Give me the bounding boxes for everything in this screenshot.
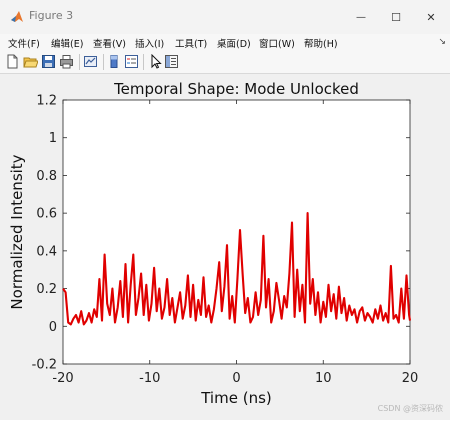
y-tick-label: -0.2 [32,358,57,373]
menu-overflow-icon[interactable]: ↘ [438,37,446,47]
new-figure-icon[interactable] [5,54,20,69]
y-tick-label: 0.4 [36,244,57,259]
x-axis-label: Time (ns) [200,389,272,407]
menu-bar: 文件(F) 编辑(E) 查看(V) 插入(I) 工具(T) 桌面(D) 窗口(W… [0,34,450,51]
close-icon: ✕ [426,10,436,24]
y-tick-label: 0 [49,320,57,335]
y-tick-label: 0.2 [36,282,57,297]
minimize-icon: — [356,11,366,23]
insert-colorbar-icon[interactable] [107,54,122,69]
x-tick-label: 10 [315,371,332,386]
x-tick-label: -20 [52,371,73,386]
y-tick-label: 0.6 [36,207,57,222]
maximize-button[interactable]: ☐ [373,0,419,34]
menu-edit[interactable]: 编辑(E) [51,39,84,50]
toolbar-separator [79,54,80,70]
insert-legend-icon[interactable] [124,54,139,69]
x-axis-ticks: -20 -10 0 10 20 [52,100,418,386]
axes-area[interactable] [62,99,411,365]
print-icon[interactable] [59,54,74,69]
figure-canvas: Temporal Shape: Mode Unlocked Time (ns) … [0,74,450,420]
x-tick-label: 0 [232,371,240,386]
toolbar [0,51,450,74]
y-tick-label: 0.8 [36,169,57,184]
chart-title: Temporal Shape: Mode Unlocked [113,80,359,98]
title-bar[interactable]: Figure 3 — ☐ ✕ [0,0,450,34]
y-axis-ticks: -0.2 0 0.2 0.4 0.6 0.8 1 1.2 [32,94,410,373]
edit-plot-icon[interactable] [148,54,163,69]
y-axis-label: Normalized Intensity [8,154,26,309]
y-tick-label: 1 [49,131,57,146]
x-tick-label: 20 [402,371,419,386]
menu-desktop[interactable]: 桌面(D) [217,39,251,50]
toolbar-separator [143,54,144,70]
window-title: Figure 3 [29,9,74,22]
minimize-button[interactable]: — [338,0,384,34]
menu-help[interactable]: 帮助(H) [304,39,338,50]
y-tick-label: 1.2 [36,94,57,109]
toolbar-separator [103,54,104,70]
line-chart: Temporal Shape: Mode Unlocked Time (ns) … [8,80,418,407]
x-tick-label: -10 [139,371,160,386]
open-file-icon[interactable] [23,54,38,69]
maximize-icon: ☐ [391,10,401,24]
link-plot-icon[interactable] [83,54,98,69]
series-line [62,212,412,326]
matlab-logo-icon [11,11,23,22]
menu-tools[interactable]: 工具(T) [175,39,208,50]
close-button[interactable]: ✕ [408,0,450,34]
watermark-text: CSDN @资深码侬 [377,404,443,413]
menu-view[interactable]: 查看(V) [93,39,126,50]
menu-insert[interactable]: 插入(I) [135,39,165,50]
menu-file[interactable]: 文件(F) [8,39,40,50]
property-inspector-icon[interactable] [164,54,179,69]
save-icon[interactable] [41,54,56,69]
menu-window[interactable]: 窗口(W) [259,39,295,50]
